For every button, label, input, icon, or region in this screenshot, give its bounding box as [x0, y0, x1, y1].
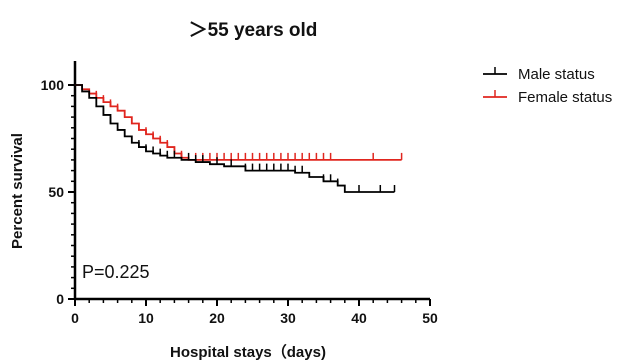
- x-tick-label: 50: [422, 310, 438, 326]
- series-female-status: [75, 84, 403, 161]
- x-tick-label: 30: [280, 310, 296, 326]
- x-tick-label: 10: [138, 310, 154, 326]
- y-tick-label: 100: [41, 77, 65, 93]
- chart-title: ＞55 years old: [189, 20, 318, 41]
- y-axis-label: Percent survival: [9, 133, 26, 249]
- legend: Male status Female status: [483, 66, 612, 106]
- y-tick-label: 0: [56, 291, 64, 307]
- tick-marks: [68, 84, 431, 306]
- legend-label: Female status: [518, 89, 612, 106]
- axes: [73, 61, 430, 301]
- survival-curve: [75, 84, 402, 161]
- p-value-annotation: P=0.225: [82, 262, 150, 282]
- legend-item: Male status: [483, 66, 595, 83]
- x-tick-label: 0: [71, 310, 79, 326]
- y-tick-label: 50: [48, 184, 64, 200]
- x-tick-label: 20: [209, 310, 225, 326]
- series-layer: [75, 84, 403, 193]
- x-axis-label: Hospital stays（days): [170, 343, 326, 361]
- series-male-status: [75, 84, 396, 193]
- survival-curve: [75, 84, 395, 193]
- tick-labels: 0 10 20 30 40 50 0 50 100: [41, 77, 438, 326]
- legend-item: Female status: [483, 89, 612, 106]
- x-tick-label: 40: [351, 310, 367, 326]
- legend-label: Male status: [518, 66, 595, 83]
